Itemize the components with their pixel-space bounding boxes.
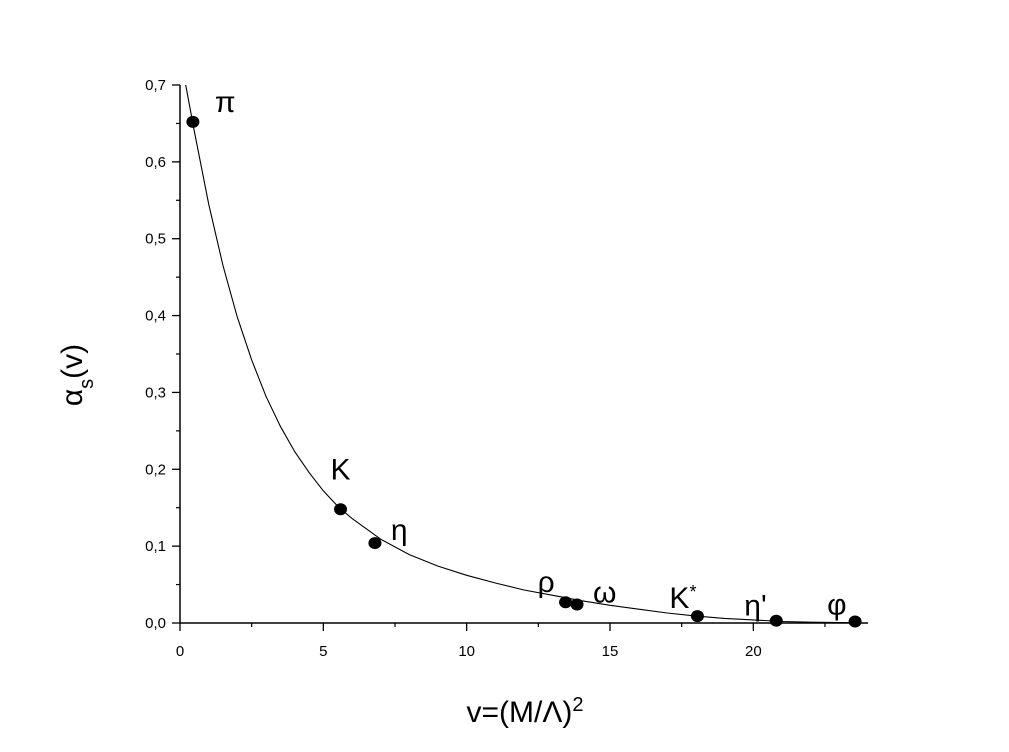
x-tick-label: 0 <box>176 643 184 660</box>
x-axis-title: v=(M/Λ)2 <box>467 694 584 729</box>
y-axis-title-main: α <box>56 389 89 406</box>
point-label: ω <box>593 577 616 610</box>
data-point <box>769 614 783 627</box>
point-label: ρ <box>538 566 555 599</box>
data-points-layer <box>186 115 862 628</box>
point-label: K <box>331 453 351 486</box>
point-labels-layer: π Kη ρ ω K* η' φ <box>215 86 847 623</box>
data-point <box>690 610 704 623</box>
fit-curve <box>185 84 857 624</box>
y-tick-label: 0,6 <box>145 154 166 171</box>
y-tick-label: 0,7 <box>145 77 166 94</box>
x-tick-label: 5 <box>319 643 327 660</box>
fit-curve-layer <box>185 84 857 624</box>
point-label: K* <box>669 582 696 615</box>
y-axis-title-subscript: s <box>76 379 98 389</box>
data-point <box>186 115 200 128</box>
x-axis-title-main: v=(M/Λ) <box>467 696 573 729</box>
x-tick-label: 10 <box>458 643 475 660</box>
x-tick-label: 15 <box>602 643 619 660</box>
point-label: η <box>391 514 408 547</box>
y-axis-title: αs(v) <box>56 344 98 406</box>
point-label: φ <box>827 588 846 621</box>
data-point <box>368 537 382 550</box>
y-tick-label: 0,2 <box>145 461 166 478</box>
y-tick-label: 0,3 <box>145 384 166 401</box>
y-tick-label: 0,5 <box>145 231 166 248</box>
x-tick-label: 20 <box>745 643 762 660</box>
y-tick-label: 0,0 <box>145 615 166 632</box>
data-point <box>559 596 573 609</box>
point-label: π <box>215 86 236 119</box>
y-tick-label: 0,1 <box>145 538 166 555</box>
y-tick-label: 0,4 <box>145 308 166 325</box>
data-point <box>848 615 862 628</box>
x-axis-title-superscript: 2 <box>572 694 583 716</box>
data-point <box>570 598 584 611</box>
data-point <box>334 503 348 516</box>
axes: 0 5 10 15 20 0,0 0,1 0,2 0,3 0,4 0,5 0,6 0,7 <box>145 77 868 660</box>
y-axis-title-suffix: (v) <box>56 344 89 379</box>
point-label: η' <box>744 590 766 623</box>
